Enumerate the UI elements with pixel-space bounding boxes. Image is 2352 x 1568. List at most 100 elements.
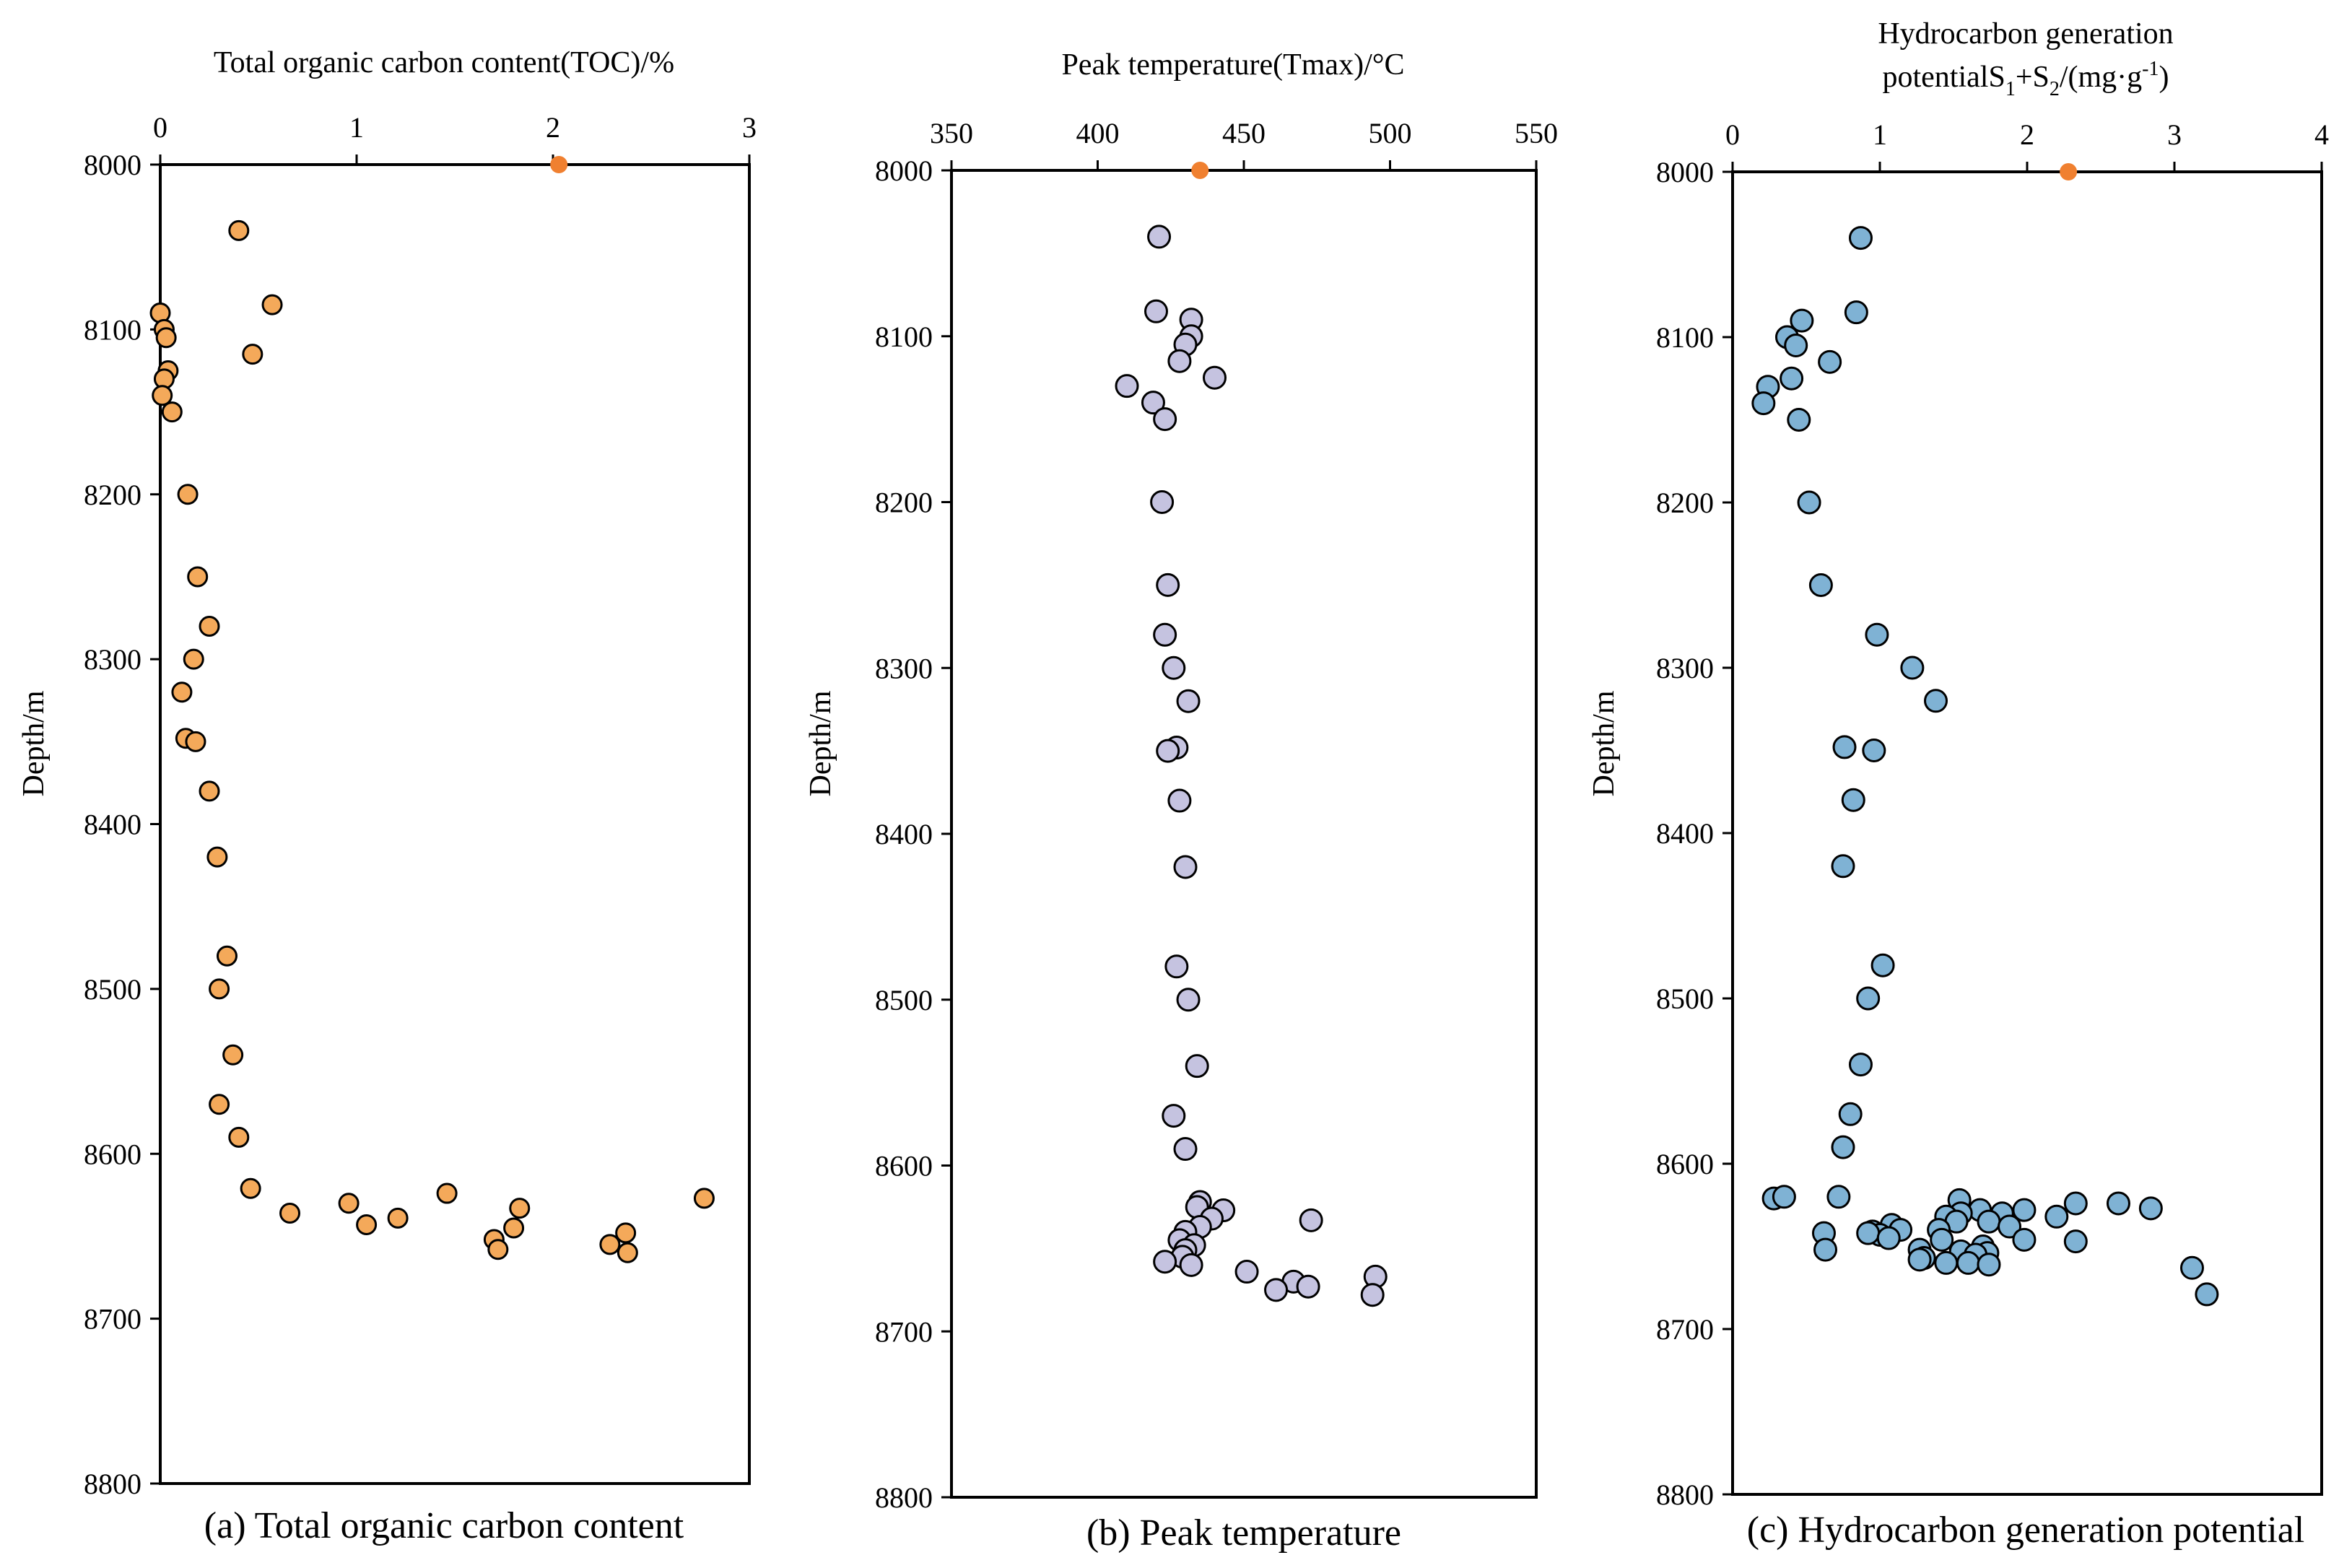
s1s2-x-ticks: 0 1 2 3 4 <box>1725 118 2329 172</box>
tmax-plot-frame <box>950 169 1538 1499</box>
toc-data-point-14 <box>171 681 193 703</box>
tmax-data-point-8 <box>1141 391 1165 415</box>
tmax-y-tick-label-0: 8000 <box>875 154 933 187</box>
s1s2-data-point-46 <box>1856 1221 1881 1245</box>
tmax-y-tick-label-4: 8400 <box>875 818 933 850</box>
toc-y-tick-label-1: 8100 <box>84 313 141 346</box>
tmax-y-ticks: 8000 8100 8200 8300 8400 8500 8600 8700 8800 <box>875 154 951 1514</box>
tmax-data-point-28 <box>1299 1208 1323 1232</box>
s1s2-title-unit: /(mg·g <box>2060 61 2142 94</box>
s1s2-y-tick-label-7: 8700 <box>1656 1313 1714 1346</box>
s1s2-data-point-30 <box>2138 1196 2163 1221</box>
toc-data-point-21 <box>222 1044 244 1066</box>
tmax-y-tick-label-6: 8600 <box>875 1150 933 1182</box>
toc-x-tick-label-0: 0 <box>153 111 167 144</box>
s1s2-caption: (c) Hydrocarbon generation potential <box>1747 1510 2304 1551</box>
tmax-data-point-36 <box>1179 1253 1203 1277</box>
s1s2-data-point-25 <box>1772 1185 1796 1209</box>
toc-data-point-32 <box>503 1217 525 1239</box>
s1s2-data-point-49 <box>2012 1227 2037 1252</box>
tmax-data-point-20 <box>1176 988 1201 1012</box>
tmax-data-point-37 <box>1234 1260 1259 1284</box>
toc-data-point-23 <box>228 1126 250 1148</box>
toc-data-point-33 <box>509 1198 531 1219</box>
s1s2-title-line2: potentialS1+S2/(mg·g-1) <box>1882 58 2169 100</box>
toc-data-point-20 <box>209 978 230 1000</box>
s1s2-y-ticks: 8000 8100 8200 8300 8400 8500 8600 8700 8800 <box>1656 156 1733 1511</box>
s1s2-data-point-15 <box>1832 735 1857 759</box>
toc-y-tick-label-5: 8500 <box>84 973 141 1006</box>
s1s2-data-point-8 <box>1751 391 1776 416</box>
s1s2-data-point-61 <box>1977 1253 2001 1277</box>
toc-y-ticks: 8000 8100 8200 8300 8400 8500 8600 8700 8800 <box>84 149 160 1500</box>
toc-ylabel: Depth/m <box>17 690 51 796</box>
s1s2-data-point-59 <box>1934 1250 1959 1275</box>
s1s2-data-point-5 <box>1818 349 1842 374</box>
tmax-points <box>1115 162 1388 1307</box>
s1s2-data-point-10 <box>1797 490 1821 515</box>
s1s2-data-point-48 <box>1930 1227 1954 1252</box>
tmax-caption: (b) Peak temperature <box>1086 1512 1401 1554</box>
tmax-x-tick-label-4: 550 <box>1515 117 1558 149</box>
s1s2-data-point-26 <box>1826 1185 1851 1209</box>
s1s2-y-tick-label-8: 8800 <box>1656 1478 1714 1511</box>
toc-x-tick-label-1: 1 <box>349 111 364 144</box>
s1s2-data-point-2 <box>1790 308 1814 333</box>
s1s2-data-point-47 <box>1876 1226 1901 1250</box>
toc-data-point-9 <box>161 401 183 423</box>
s1s2-data-point-40 <box>1998 1214 2022 1239</box>
s1s2-data-point-11 <box>1808 573 1833 597</box>
tmax-data-point-12 <box>1153 622 1177 647</box>
tmax-ylabel: Depth/m <box>804 690 837 796</box>
s1s2-data-point-62 <box>2179 1255 2204 1280</box>
tmax-data-point-19 <box>1164 954 1189 979</box>
s1s2-plot-frame <box>1731 170 2323 1496</box>
s1s2-y-tick-label-1: 8100 <box>1656 321 1714 354</box>
toc-data-point-24 <box>240 1177 261 1199</box>
s1s2-data-point-21 <box>1848 1053 1873 1077</box>
tmax-axis-marker <box>1191 162 1209 179</box>
toc-title: Total organic carbon content(TOC)/% <box>214 46 674 79</box>
s1s2-data-point-0 <box>1848 226 1873 251</box>
s1s2-x-tick-label-3: 3 <box>2167 118 2182 151</box>
toc-data-point-36 <box>617 1242 638 1263</box>
s1s2-data-point-53 <box>1813 1237 1838 1262</box>
toc-data-point-12 <box>199 615 220 637</box>
s1s2-y-tick-label-2: 8200 <box>1656 487 1714 519</box>
toc-caption: (a) Total organic carbon content <box>204 1505 684 1546</box>
tmax-x-ticks: 350 400 450 500 550 <box>930 117 1558 170</box>
toc-data-point-19 <box>216 945 238 967</box>
s1s2-points <box>1751 163 2219 1307</box>
tmax-data-point-21 <box>1185 1054 1209 1079</box>
tmax-y-tick-label-8: 8800 <box>875 1481 933 1514</box>
s1s2-data-point-20 <box>1856 986 1881 1011</box>
s1s2-ylabel: Depth/m <box>1587 690 1621 796</box>
panel-toc-chart: Total organic carbon content(TOC)/% Dept… <box>17 46 757 1546</box>
tmax-data-point-23 <box>1173 1137 1198 1162</box>
toc-data-point-18 <box>206 846 228 868</box>
s1s2-data-point-50 <box>2063 1229 2088 1254</box>
s1s2-y-tick-label-0: 8000 <box>1656 156 1714 188</box>
tmax-y-tick-label-2: 8200 <box>875 487 933 519</box>
toc-data-point-27 <box>356 1214 378 1235</box>
toc-data-point-26 <box>338 1193 360 1214</box>
toc-data-point-16 <box>185 731 206 752</box>
tmax-y-tick-label-3: 8300 <box>875 652 933 684</box>
panel-s1s2-chart: Hydrocarbon generation potentialS1+S2/(m… <box>1587 17 2329 1551</box>
toc-x-ticks: 0 1 2 3 <box>153 111 757 165</box>
tmax-x-tick-label-0: 350 <box>930 117 973 149</box>
s1s2-data-point-29 <box>2106 1191 2130 1216</box>
s1s2-data-point-14 <box>1924 689 1948 713</box>
tmax-data-point-6 <box>1203 365 1227 390</box>
tmax-data-point-41 <box>1264 1278 1289 1302</box>
s1s2-data-point-9 <box>1787 408 1811 432</box>
toc-data-point-28 <box>387 1207 409 1229</box>
s1s2-title-mid: +S <box>2016 61 2050 94</box>
tmax-title: Peak temperature(Tmax)/°C <box>1061 48 1404 82</box>
s1s2-x-tick-label-0: 0 <box>1725 118 1740 151</box>
s1s2-data-point-1 <box>1844 300 1868 325</box>
tmax-data-point-13 <box>1162 655 1186 680</box>
s1s2-axis-marker <box>2060 163 2078 180</box>
toc-y-tick-label-7: 8700 <box>84 1303 141 1336</box>
